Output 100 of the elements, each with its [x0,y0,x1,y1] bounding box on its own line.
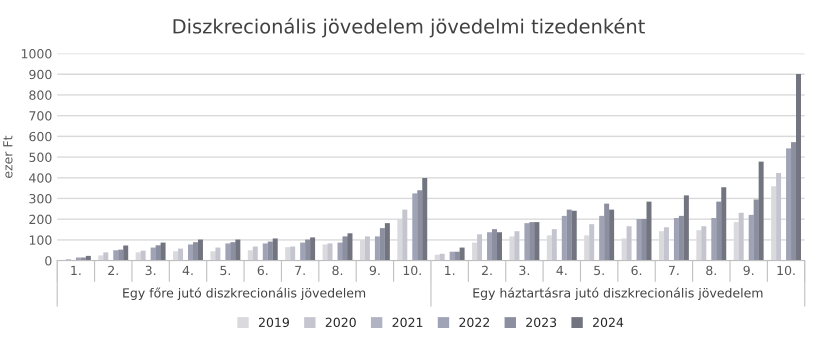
y-tick-label: 500 [29,152,52,162]
y-tick-label: 300 [29,194,52,204]
chart-title: Diszkrecionális jövedelem jövedelmi tizedenként [174,18,645,38]
bar [230,242,236,261]
bar [684,195,689,261]
bar [642,218,647,261]
y-axis-title: ezer Ft [3,136,13,178]
legend-label: 2019 [258,318,289,328]
y-tick-label: 800 [29,90,52,100]
y-tick-label: 600 [29,132,52,142]
bar [417,190,422,261]
bar [215,248,220,261]
text: Egy főre jutó diszkrecionális jövedelem [123,287,366,300]
x-tick-label: 6. [258,266,268,276]
bar [636,218,642,261]
bar [754,200,759,261]
bar [118,250,124,261]
bar [796,74,802,261]
bar [338,242,343,261]
bar [402,210,408,261]
text: Egy háztartásra jutó diszkrecionális jövedelem [473,287,762,300]
y-tick-label: 400 [29,173,52,183]
bar [678,216,684,261]
bar [716,202,722,261]
bar [534,222,540,261]
bar [701,226,706,261]
bar [450,252,455,261]
bar [422,178,428,261]
bar [646,202,652,261]
bar [364,236,370,261]
bar [285,247,290,261]
bar [412,193,418,261]
bar [342,236,348,261]
legend-label: 2020 [326,318,356,328]
bar [136,252,141,261]
x-tick-label: 7. [668,266,679,275]
x-tick-label: 4. [556,266,566,275]
bar [524,223,530,261]
x-tick-label: 10. [777,266,795,276]
x-tick-label: 5. [594,266,604,276]
bar [248,250,253,261]
x-tick-label: 8. [706,266,716,276]
x-tick-label: 10. [404,266,421,276]
x-tick-label: 9. [370,266,380,276]
bar [604,204,610,261]
y-tick-label: 0 [45,256,52,266]
legend-label: 2022 [459,318,490,328]
bar [123,245,128,261]
bar [188,244,193,261]
x-tick-label: 6. [631,266,642,276]
bar [305,239,310,261]
x-tick-label: 4. [182,266,193,275]
bar [664,227,669,261]
bar [374,236,380,261]
legend-label: 2021 [392,318,422,328]
bar [626,226,632,261]
bar [328,243,333,261]
bar [347,233,352,261]
bar [210,251,216,261]
bar [566,210,572,261]
bar [738,212,744,261]
bar [599,216,604,261]
x-tick-label: 8. [332,266,342,276]
y-tick-label: 100 [30,235,52,245]
bar [552,229,557,261]
bar [562,216,567,261]
bar [252,246,258,261]
bar [235,239,240,261]
bar [272,238,278,261]
bar [156,245,161,261]
bar [262,243,268,261]
bar [477,234,482,261]
bar [791,142,796,261]
bar [198,239,203,261]
bar [103,252,108,261]
bar [748,214,754,261]
x-tick-label: 7. [295,266,305,275]
y-tick-label: 200 [29,214,52,224]
bar [711,218,716,261]
bar [472,242,478,261]
bar [300,242,306,261]
bar [609,210,614,261]
bar [160,242,166,261]
bar [192,242,198,261]
bar [454,252,460,261]
bar [514,231,520,261]
legend-label: 2023 [526,318,556,328]
bar [589,224,594,261]
bar [721,187,726,261]
bar [572,210,577,261]
bar [758,162,764,261]
bar [173,251,178,261]
bar [290,246,296,261]
y-tick-label: 700 [29,111,52,121]
bar [492,229,497,261]
bar [225,243,230,261]
bar [384,223,390,261]
bar [497,232,502,261]
x-tick-label: 2. [108,266,118,275]
bar [140,250,146,261]
